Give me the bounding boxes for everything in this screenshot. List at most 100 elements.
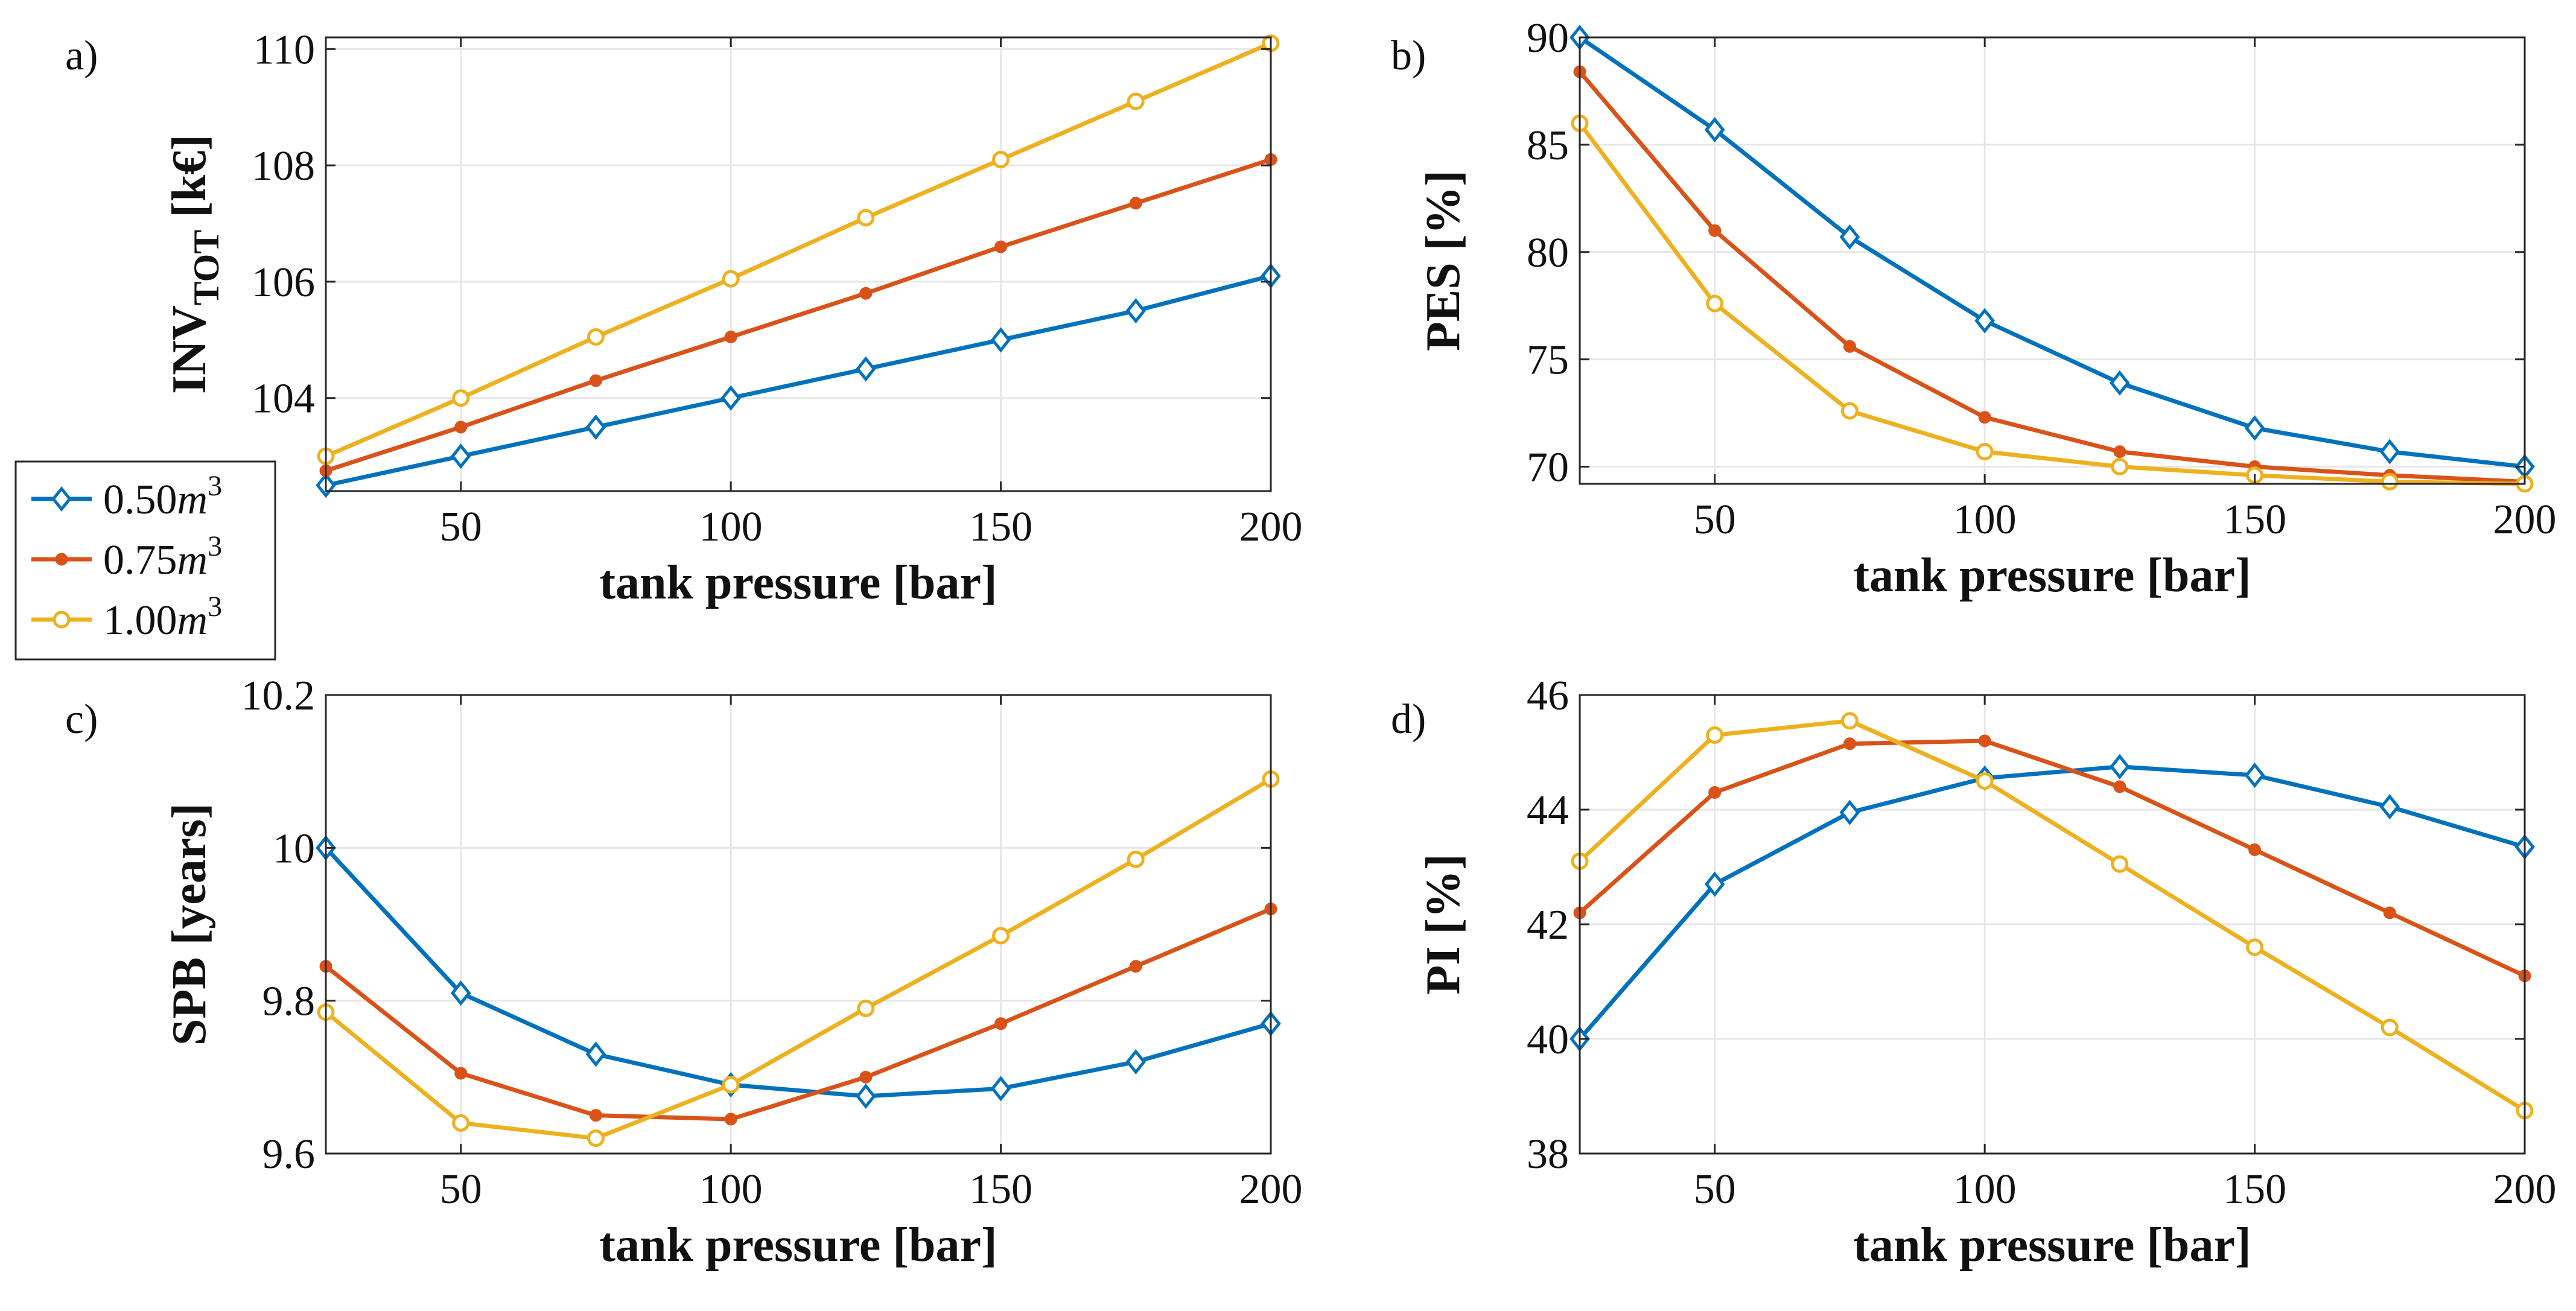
data-point-s2 <box>859 287 873 300</box>
data-point-s1 <box>2244 415 2265 441</box>
data-point-s3 <box>587 1129 605 1148</box>
legend-marker <box>55 553 68 566</box>
series-line-s2 <box>324 907 1272 1122</box>
data-point-s3 <box>992 927 1010 945</box>
data-point-s1 <box>2379 439 2400 465</box>
data-point-s2 <box>859 1070 873 1084</box>
x-tick-label: 50 <box>1694 497 1736 543</box>
y-tick-label: 90 <box>1527 15 1569 62</box>
x-tick-label: 200 <box>1239 504 1303 550</box>
y-tick-label: 46 <box>1527 673 1569 719</box>
y-axis-label: INVTOT [k€] <box>163 135 226 394</box>
data-point-s3 <box>2111 855 2129 873</box>
data-point-s2 <box>2113 780 2126 793</box>
legend: 0.50m3 0.75m3 1.00m3 <box>14 460 276 661</box>
data-point-s1 <box>856 356 876 382</box>
y-tick-label: 38 <box>1527 1131 1569 1178</box>
data-point-s3 <box>452 1114 470 1132</box>
series-line-s2 <box>1578 738 2526 978</box>
data-point-s3 <box>1127 92 1145 110</box>
data-point-s2 <box>589 1109 602 1122</box>
series-line-s1 <box>1579 36 2525 469</box>
data-point-s1 <box>990 1076 1011 1102</box>
data-point-s1 <box>856 1083 876 1109</box>
y-tick-label: 106 <box>252 259 315 306</box>
x-tick-label: 50 <box>440 504 482 550</box>
chart-panel-2: 50 100 150 200 70 75 80 85 90 tank pressure [bar]… <box>1391 15 2557 602</box>
data-point-s3 <box>722 1076 740 1094</box>
axes-box <box>1579 36 2526 485</box>
plot-area <box>326 695 1271 1154</box>
series-line-s3 <box>324 777 1272 1141</box>
data-point-s2 <box>994 1017 1008 1030</box>
panel-label: c) <box>65 696 98 743</box>
y-axis-label: PES [%] <box>1417 170 1470 351</box>
series-line-s1 <box>325 273 1271 487</box>
data-point-s1 <box>585 1041 606 1067</box>
x-axis-label: tank pressure [bar] <box>599 556 997 609</box>
legend-entry: 1.00m3 <box>31 591 222 644</box>
y-axis-label: PI [%] <box>1417 854 1470 994</box>
y-tick-label: 10.2 <box>241 673 316 719</box>
data-point-s3 <box>452 389 470 407</box>
x-tick-label: 150 <box>969 504 1032 550</box>
data-point-s2 <box>724 331 737 344</box>
data-point-s1 <box>450 980 471 1006</box>
x-tick-label: 100 <box>1953 1166 2017 1213</box>
data-point-s2 <box>454 1067 468 1080</box>
data-point-s2 <box>1129 197 1142 210</box>
data-point-s2 <box>1129 960 1142 973</box>
y-axis-label: SPB [years] <box>163 803 216 1046</box>
data-point-s2 <box>1708 786 1722 799</box>
series-line-s2 <box>325 157 1272 473</box>
panel-label: d) <box>1391 696 1426 743</box>
x-tick-label: 100 <box>1953 497 2017 543</box>
x-axis-label: tank pressure [bar] <box>599 1219 997 1272</box>
series-line-s2 <box>1578 70 2525 484</box>
series-line-s1 <box>324 846 1271 1099</box>
chart-panel-3: 50 100 150 200 9.6 9.8 10 10.2 tank pressure [ba… <box>65 673 1303 1272</box>
data-point-s3 <box>1976 443 1994 461</box>
series-line-s3 <box>1578 122 2525 486</box>
y-tick-label: 42 <box>1527 902 1569 948</box>
data-point-s2 <box>589 374 602 387</box>
x-tick-label: 150 <box>2223 497 2286 543</box>
data-point-s3 <box>1706 294 1724 313</box>
legend-marker <box>51 486 72 512</box>
x-tick-label: 100 <box>699 1166 763 1213</box>
chart-panel-1: 50 100 150 200 104 106 108 110 tank pressure [ba… <box>65 27 1303 609</box>
data-point-s3 <box>587 328 605 346</box>
data-point-s1 <box>1125 1049 1146 1075</box>
series-line-s3 <box>325 41 1272 459</box>
y-tick-label: 40 <box>1527 1017 1569 1063</box>
data-point-s3 <box>2246 938 2264 956</box>
y-tick-label: 85 <box>1527 122 1569 169</box>
x-tick-label: 150 <box>2223 1166 2286 1213</box>
data-point-s1 <box>1839 799 1860 825</box>
legend-marker <box>52 611 71 629</box>
data-point-s2 <box>1843 737 1856 751</box>
data-point-s1 <box>1839 224 1860 250</box>
plot-area <box>1580 37 2525 484</box>
legend-entry: 0.50m3 <box>31 470 222 523</box>
series-line-s1 <box>1578 764 2525 1041</box>
data-point-s2 <box>2113 445 2126 459</box>
data-point-s1 <box>450 443 471 469</box>
y-tick-label: 44 <box>1527 787 1569 834</box>
data-point-s1 <box>1704 871 1725 897</box>
y-tick-label: 108 <box>252 143 315 189</box>
data-point-s3 <box>722 270 740 288</box>
data-point-s3 <box>2111 458 2129 476</box>
x-tick-label: 50 <box>1694 1166 1736 1213</box>
data-point-s2 <box>724 1113 737 1126</box>
legend-label: 0.50m3 <box>103 470 222 523</box>
data-point-s2 <box>994 240 1008 253</box>
axes-box <box>325 694 1272 1155</box>
data-point-s1 <box>1704 116 1725 142</box>
x-tick-label: 200 <box>2493 497 2557 543</box>
data-point-s2 <box>454 421 468 434</box>
panel-label: a) <box>65 33 98 79</box>
data-point-s2 <box>1978 411 1991 424</box>
axes-box <box>325 36 1272 492</box>
y-tick-label: 80 <box>1527 230 1569 276</box>
